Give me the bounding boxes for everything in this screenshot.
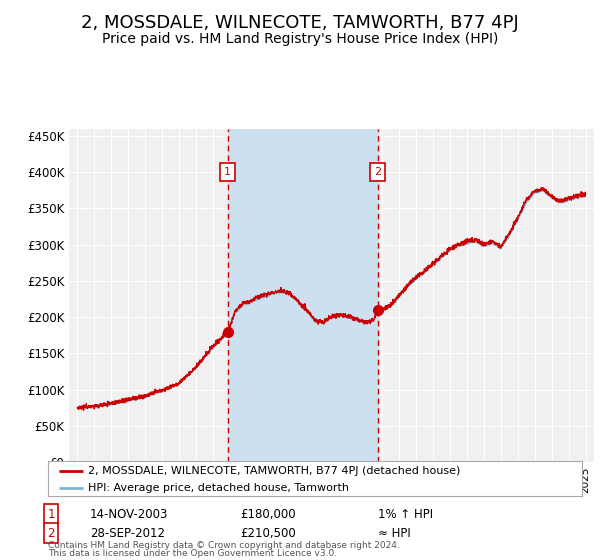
Text: 14-NOV-2003: 14-NOV-2003 [90, 507, 169, 521]
Text: 1: 1 [224, 167, 231, 178]
Text: 2: 2 [47, 526, 55, 540]
Text: 1: 1 [47, 507, 55, 521]
Text: 2, MOSSDALE, WILNECOTE, TAMWORTH, B77 4PJ (detached house): 2, MOSSDALE, WILNECOTE, TAMWORTH, B77 4P… [88, 465, 460, 475]
Text: 28-SEP-2012: 28-SEP-2012 [90, 526, 165, 540]
Text: 2, MOSSDALE, WILNECOTE, TAMWORTH, B77 4PJ: 2, MOSSDALE, WILNECOTE, TAMWORTH, B77 4P… [81, 14, 519, 32]
Text: 2: 2 [374, 167, 382, 178]
Text: Contains HM Land Registry data © Crown copyright and database right 2024.: Contains HM Land Registry data © Crown c… [48, 541, 400, 550]
Text: This data is licensed under the Open Government Licence v3.0.: This data is licensed under the Open Gov… [48, 549, 337, 558]
Text: Price paid vs. HM Land Registry's House Price Index (HPI): Price paid vs. HM Land Registry's House … [102, 32, 498, 46]
Text: ≈ HPI: ≈ HPI [378, 526, 411, 540]
Text: £210,500: £210,500 [240, 526, 296, 540]
Bar [227, 129, 378, 462]
Text: 1% ↑ HPI: 1% ↑ HPI [378, 507, 433, 521]
Text: HPI: Average price, detached house, Tamworth: HPI: Average price, detached house, Tamw… [88, 483, 349, 493]
Text: £180,000: £180,000 [240, 507, 296, 521]
